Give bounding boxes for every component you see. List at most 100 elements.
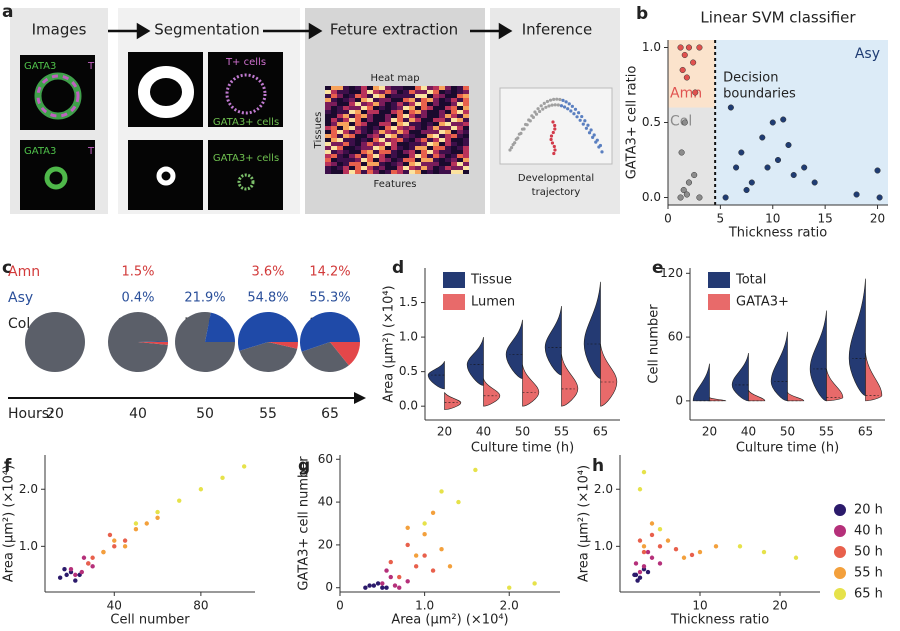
heatmap-cell xyxy=(451,146,457,150)
point xyxy=(811,179,818,186)
heatmap-cell xyxy=(433,90,439,94)
heatmap-cell xyxy=(433,170,439,174)
heatmap-cell xyxy=(391,114,397,118)
point xyxy=(633,561,639,566)
heatmap-cell xyxy=(343,138,349,142)
heatmap-cell xyxy=(379,86,385,90)
heatmap-cell xyxy=(325,102,331,106)
heatmap-cell xyxy=(391,118,397,122)
heatmap-cell xyxy=(355,106,361,110)
heatmap-cell xyxy=(349,122,355,126)
pie-slice xyxy=(25,312,85,372)
panel-letter: h xyxy=(592,456,604,476)
heatmap-cell xyxy=(361,150,367,154)
heatmap-cell xyxy=(331,146,337,150)
heatmap-cell xyxy=(391,122,397,126)
heatmap-cell xyxy=(457,162,463,166)
point xyxy=(774,156,782,164)
heatmap-cell xyxy=(355,142,361,146)
heatmap-cell xyxy=(367,166,373,170)
point xyxy=(220,475,225,481)
heatmap-cell xyxy=(379,158,385,162)
heatmap-cell xyxy=(391,158,397,162)
heatmap-cell xyxy=(361,158,367,162)
heatmap-cell xyxy=(349,166,355,170)
point xyxy=(657,544,663,549)
x-axis-label: Cell number xyxy=(110,613,190,628)
point xyxy=(473,467,478,473)
point xyxy=(133,527,139,532)
heatmap-cell xyxy=(451,170,457,174)
heatmap-cell xyxy=(421,146,427,150)
trajectory-point xyxy=(549,134,554,138)
heatmap-cell xyxy=(379,134,385,138)
heatmap-cell xyxy=(349,150,355,154)
heatmap-cell xyxy=(349,102,355,106)
heatmap-cell xyxy=(409,162,415,166)
heatmap-cell xyxy=(367,126,373,130)
heatmap-cell xyxy=(337,170,343,174)
heatmap-cell xyxy=(355,158,361,162)
heatmap-cell xyxy=(355,94,361,98)
heatmap-cell xyxy=(367,138,373,142)
arrows xyxy=(108,22,513,40)
x-tick-label: 20 xyxy=(702,425,717,439)
point xyxy=(679,66,686,74)
heatmap-cell xyxy=(403,126,409,130)
heatmap-cell xyxy=(379,146,385,150)
x-tick-label: 40 xyxy=(476,425,491,439)
heatmap-cell xyxy=(439,142,445,146)
heatmap-cell xyxy=(397,134,403,138)
heatmap-cell xyxy=(361,110,367,114)
point xyxy=(133,521,139,526)
x-tick-label: 15 xyxy=(818,212,833,226)
point xyxy=(430,510,436,515)
trajectory-point xyxy=(550,141,555,145)
heatmap-cell xyxy=(325,150,331,154)
heatmap-cell xyxy=(421,142,427,146)
point xyxy=(177,498,182,503)
heatmap-cell xyxy=(385,98,391,102)
heatmap-cell xyxy=(403,122,409,126)
heatmap-cell xyxy=(367,162,373,166)
heatmap-cell xyxy=(409,86,415,90)
heatmap-cell xyxy=(337,94,343,98)
heatmap-cell xyxy=(379,106,385,110)
heatmap-cell xyxy=(421,166,427,170)
point xyxy=(363,585,368,590)
heatmap-cell xyxy=(457,106,463,110)
heatmap-cell xyxy=(445,102,451,106)
heatmap-cell xyxy=(433,106,439,110)
heatmap-cell xyxy=(379,118,385,122)
heatmap-cell xyxy=(409,150,415,154)
heatmap-cell xyxy=(451,114,457,118)
trajectory xyxy=(508,97,604,156)
heatmap-cell xyxy=(331,118,337,122)
heatmap-cell xyxy=(325,170,331,174)
trajectory-point xyxy=(564,100,568,104)
point xyxy=(507,585,512,590)
heatmap-cell xyxy=(355,170,361,174)
heatmap-cell xyxy=(373,154,379,158)
point xyxy=(690,59,697,66)
heatmap-cell xyxy=(367,158,373,162)
heatmap-cell xyxy=(385,114,391,118)
heatmap-cell xyxy=(325,126,331,130)
x-tick-label: 80 xyxy=(193,599,208,613)
heatmap-cell xyxy=(325,138,331,142)
panel-a: a Images Segmentation Feture extraction … xyxy=(2,2,620,214)
violin xyxy=(748,390,766,402)
y-tick-label: 0.0 xyxy=(399,399,418,413)
heatmap-cell xyxy=(445,114,451,118)
point xyxy=(743,186,750,194)
point xyxy=(748,179,755,186)
heatmap-cell xyxy=(427,102,433,106)
time-arrow-head xyxy=(354,392,366,404)
heatmap-cell xyxy=(463,130,469,134)
heatmap-cell xyxy=(337,158,343,162)
heatmap-cell xyxy=(457,90,463,94)
x-tick-label: 55 xyxy=(554,425,569,439)
heatmap-cell xyxy=(457,154,463,158)
heatmap-cell xyxy=(415,118,421,122)
trajectory-point xyxy=(534,112,539,116)
